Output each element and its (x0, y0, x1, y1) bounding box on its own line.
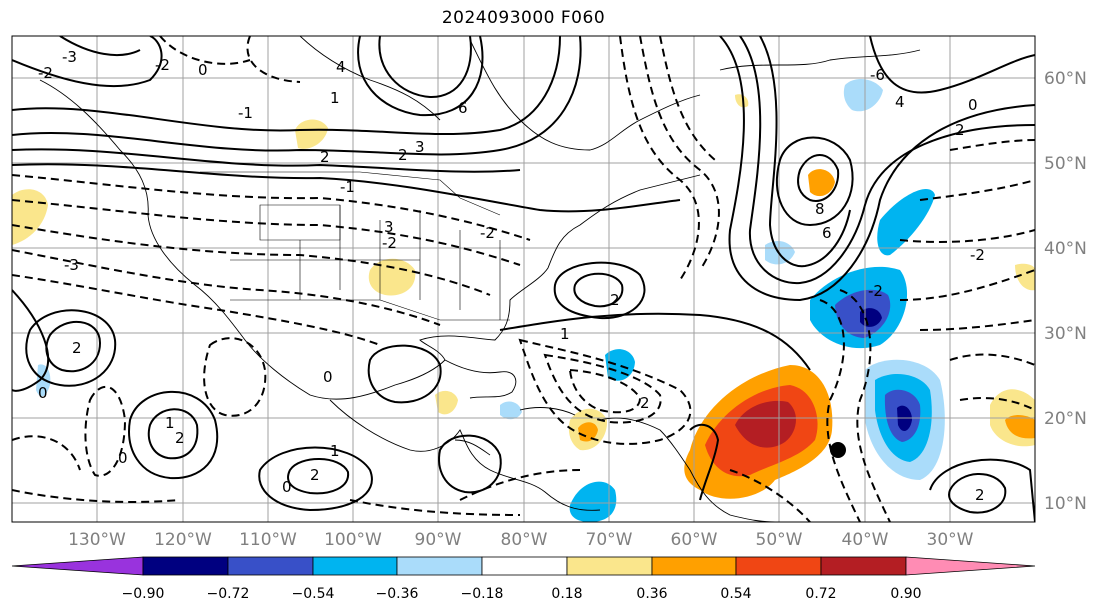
contour-label: -2 (155, 56, 170, 74)
lat-label: 20°N (1044, 409, 1087, 429)
colorbar-tick: −0.36 (376, 586, 419, 602)
shaded-anomalies (12, 78, 1035, 522)
lat-label: 40°N (1044, 239, 1087, 259)
contour-label: 2 (175, 429, 185, 447)
contour-label: 0 (118, 449, 128, 467)
map-frame (11, 35, 1036, 523)
colorbar-segment (142, 556, 229, 576)
solid-contours (12, 36, 1035, 522)
contour-label: 6 (458, 99, 468, 117)
colorbar-segment (396, 556, 483, 576)
contour-label: 2 (72, 339, 82, 357)
contour-label: -2 (480, 224, 495, 242)
lat-label: 60°N (1044, 69, 1087, 89)
contour-label: 1 (560, 325, 570, 343)
contour-label: 2 (640, 394, 650, 412)
colorbar-tick: −0.90 (122, 586, 165, 602)
lon-label: 40°W (842, 530, 889, 550)
contour-label: 1 (165, 414, 175, 432)
colorbar (11, 556, 1036, 576)
latitude-labels: 60°N 50°N 40°N 30°N 20°N 10°N (1044, 69, 1087, 514)
contour-label: 2 (310, 466, 320, 484)
contour-label: 4 (895, 93, 905, 111)
colorbar-segment (481, 556, 568, 576)
lon-label: 120°W (154, 530, 212, 550)
contour-label: -6 (870, 66, 885, 84)
state-borders (200, 171, 510, 321)
contour-label: 2 (320, 148, 330, 166)
contour-label: -3 (62, 48, 77, 66)
contour-label: 0 (282, 478, 292, 496)
colorbar-segment (820, 556, 907, 576)
contour-labels: -3 -2 -2 -1 0 1 2 2 3 4 6 -1 1 2 0 0 1 2… (38, 48, 985, 504)
lon-label: 100°W (324, 530, 382, 550)
lon-label: 50°W (756, 530, 803, 550)
colorbar-tick: 0.90 (890, 586, 921, 602)
colorbar-tick: 0.36 (636, 586, 667, 602)
contour-label: 3 (384, 218, 394, 236)
contour-label: 0 (968, 96, 978, 114)
contour-label: 0 (323, 368, 333, 386)
contour-label: 2 (610, 291, 620, 309)
contour-label: 1 (330, 442, 340, 460)
contour-label: 8 (815, 200, 825, 218)
contour-label: 0 (38, 384, 48, 402)
colorbar-segment (227, 556, 314, 576)
colorbar-segment (566, 556, 653, 576)
contour-label: -1 (340, 178, 355, 196)
contour-label: 2 (975, 486, 985, 504)
contour-label: -3 (64, 256, 79, 274)
colorbar-segment (905, 556, 1036, 576)
storm-center-marker (830, 442, 846, 458)
colorbar-tick: −0.18 (461, 586, 504, 602)
contour-label: 4 (336, 58, 346, 76)
lon-label: 30°W (927, 530, 974, 550)
contour-label: 2 (398, 146, 408, 164)
graticule (12, 36, 1035, 522)
colorbar-tick: 0.72 (805, 586, 836, 602)
contour-label: 3 (415, 138, 425, 156)
contour-label: -2 (868, 282, 883, 300)
lon-label: 130°W (68, 530, 126, 550)
lat-label: 30°N (1044, 324, 1087, 344)
coastlines (39, 36, 921, 522)
lon-label: 90°W (415, 530, 462, 550)
lon-label: 80°W (501, 530, 548, 550)
colorbar-tick: 0.54 (720, 586, 751, 602)
colorbar-tick: −0.54 (292, 586, 335, 602)
lat-label: 50°N (1044, 154, 1087, 174)
dashed-contours (12, 36, 1035, 522)
colorbar-segment (11, 556, 144, 576)
lat-label: 10°N (1044, 494, 1087, 514)
contour-label: 2 (955, 121, 965, 139)
contour-label: -2 (38, 64, 53, 82)
lon-label: 70°W (586, 530, 633, 550)
colorbar-tick: −0.72 (207, 586, 250, 602)
longitude-labels: 130°W 120°W 110°W 100°W 90°W 80°W 70°W 6… (68, 530, 974, 550)
colorbar-tick-labels: −0.90 −0.72 −0.54 −0.36 −0.18 0.18 0.36 … (122, 586, 922, 602)
contour-label: 0 (198, 61, 208, 79)
lon-label: 60°W (671, 530, 718, 550)
contour-label: 6 (822, 224, 832, 242)
contour-label: -2 (970, 246, 985, 264)
map-title: 2024093000 F060 (441, 8, 606, 28)
contour-label: -1 (238, 104, 253, 122)
contour-label: 1 (330, 89, 340, 107)
colorbar-tick: 0.18 (551, 586, 582, 602)
colorbar-segment (735, 556, 822, 576)
colorbar-segment (312, 556, 398, 576)
contour-label: -2 (382, 234, 397, 252)
lon-label: 110°W (239, 530, 297, 550)
colorbar-segment (651, 556, 737, 576)
